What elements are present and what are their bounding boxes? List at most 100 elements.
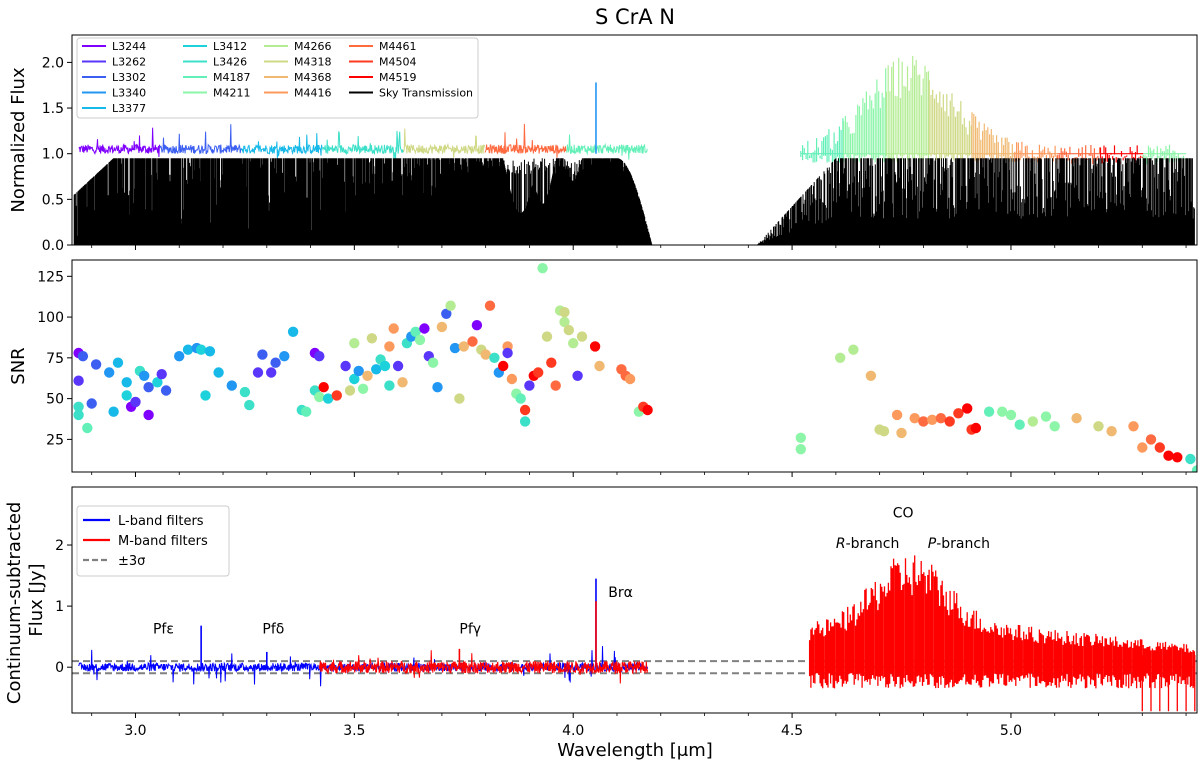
m-band-filters-line xyxy=(318,650,648,684)
snr-point xyxy=(546,357,557,368)
snr-point xyxy=(484,300,496,311)
snr-point xyxy=(156,369,167,380)
snr-point xyxy=(1071,413,1082,424)
snr-point xyxy=(572,370,583,381)
snr-point xyxy=(318,382,329,393)
annotation-label: Pfε xyxy=(153,622,174,638)
legend-label: M4504 xyxy=(379,56,417,69)
snr-point xyxy=(1005,409,1017,421)
snr-point xyxy=(384,380,395,391)
snr-point xyxy=(392,360,404,372)
snr-point xyxy=(121,377,132,388)
snr-point xyxy=(878,426,890,437)
snr-point xyxy=(77,351,89,362)
normalized-flux-m-segment xyxy=(843,68,887,163)
legend-label: L3302 xyxy=(112,71,146,84)
snr-point xyxy=(1049,421,1060,432)
snr-point xyxy=(239,386,251,398)
panel-1-legend: L3244 L3262 L3302 L3340 L3377 L3412 L3426 M4187… xyxy=(76,37,479,119)
snr-point xyxy=(537,263,548,274)
snr-point xyxy=(891,409,903,421)
legend-label: M4368 xyxy=(294,71,332,84)
snr-point xyxy=(82,422,93,434)
legend-label: ±3σ xyxy=(118,554,145,569)
y-tick-label: 1 xyxy=(55,599,64,615)
snr-point xyxy=(314,391,325,403)
x-tick-label: 5.0 xyxy=(1000,723,1022,739)
snr-point xyxy=(896,427,907,439)
y-tick-label: 2 xyxy=(55,538,64,554)
panel-2-scatter xyxy=(73,263,1197,472)
normalized-flux-m-segment xyxy=(885,56,930,163)
snr-point xyxy=(73,401,84,412)
snr-point xyxy=(432,382,443,393)
snr-point xyxy=(935,413,947,424)
panel-continuum-subtracted: 0 1 2 3.0 3.5 4.0 4.5 5.0 Pfε Pfδ Pfγ Brα CO R-bran… xyxy=(4,486,1198,761)
snr-point xyxy=(1137,442,1148,453)
snr-point xyxy=(340,360,351,372)
x-tick-label: 4.0 xyxy=(562,723,584,739)
snr-point xyxy=(90,359,102,370)
snr-point xyxy=(498,360,509,372)
normalized-flux-m-segment xyxy=(800,118,844,163)
snr-point xyxy=(200,390,211,401)
snr-point xyxy=(226,380,237,391)
panel-2-frame xyxy=(71,259,1198,473)
snr-point xyxy=(506,373,518,385)
x-tick-label: 3.5 xyxy=(343,723,365,739)
y-tick-label: 1.0 xyxy=(42,147,64,163)
snr-point xyxy=(489,352,500,363)
snr-point xyxy=(1027,416,1039,427)
snr-point xyxy=(445,300,456,311)
panel-1-y-axis-label: Normalized Flux xyxy=(8,67,29,213)
panel-3-x-ticks: 3.0 3.5 4.0 4.5 5.0 xyxy=(91,713,1187,739)
snr-point xyxy=(257,349,268,360)
snr-point xyxy=(524,380,535,391)
legend-label: L3244 xyxy=(112,40,146,53)
snr-point xyxy=(384,341,395,352)
snr-point xyxy=(108,406,119,417)
snr-point xyxy=(970,422,982,434)
snr-point xyxy=(244,399,255,411)
normalized-flux-m-segment xyxy=(971,112,1015,163)
snr-point xyxy=(624,373,636,385)
panel-1-series xyxy=(73,56,1195,245)
snr-point xyxy=(441,308,452,319)
snr-point xyxy=(1145,434,1157,445)
panel-2-x-ticks xyxy=(91,472,1187,477)
snr-point xyxy=(953,408,964,419)
y-tick-label: 125 xyxy=(37,269,64,285)
snr-point xyxy=(279,351,290,362)
snr-point xyxy=(550,380,561,391)
snr-point xyxy=(143,382,154,393)
legend-label: L3340 xyxy=(112,87,146,100)
legend-box xyxy=(76,505,230,577)
snr-point xyxy=(427,357,439,368)
y-label-line-2: Flux [Jy] xyxy=(26,563,47,636)
y-tick-label: 25 xyxy=(46,432,64,448)
normalized-flux-m-segment xyxy=(928,80,972,162)
legend-label: M4461 xyxy=(379,40,417,53)
annotation-label: CO xyxy=(893,506,914,522)
snr-point xyxy=(213,367,224,378)
snr-point xyxy=(160,385,172,396)
sky-transmission-line xyxy=(73,158,1195,245)
snr-point xyxy=(388,323,399,334)
snr-point xyxy=(379,360,391,372)
snr-point xyxy=(301,406,312,417)
snr-point xyxy=(73,375,84,386)
annotation-label: Pfγ xyxy=(459,622,481,638)
snr-point xyxy=(1163,450,1174,461)
legend-label: L3412 xyxy=(213,40,247,53)
panel-1-y-ticks: 0.0 0.5 1.0 1.5 2.0 xyxy=(42,55,72,254)
snr-point xyxy=(589,341,601,352)
snr-point xyxy=(1154,442,1166,453)
panel-normalized-flux: 0.00.51.01.52.0 Normalized Flux L3244L32… xyxy=(8,34,1198,254)
snr-point xyxy=(848,344,859,355)
snr-point xyxy=(266,367,277,378)
snr-point xyxy=(362,370,373,381)
snr-point xyxy=(112,357,124,368)
snr-point xyxy=(353,365,364,377)
snr-point xyxy=(515,393,526,404)
